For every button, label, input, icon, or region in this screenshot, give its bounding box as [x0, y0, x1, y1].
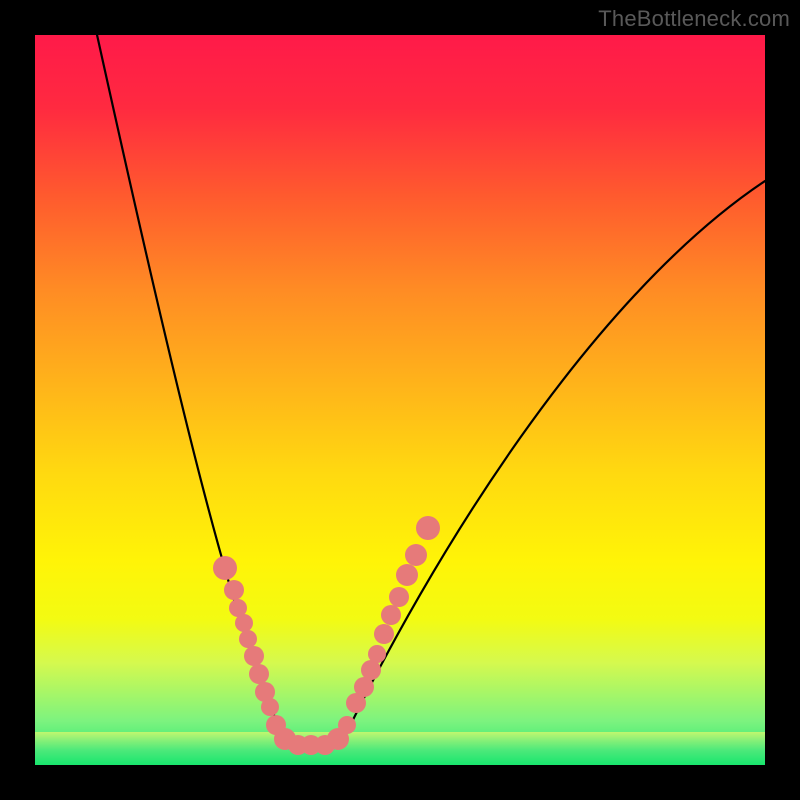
data-point-23 [396, 564, 418, 586]
data-point-6 [249, 664, 269, 684]
data-point-19 [368, 645, 386, 663]
data-point-8 [261, 698, 279, 716]
data-point-0 [213, 556, 237, 580]
plot-area [35, 35, 765, 765]
watermark-text: TheBottleneck.com [598, 6, 790, 32]
marker-layer [35, 35, 765, 765]
data-point-18 [361, 660, 381, 680]
data-point-24 [405, 544, 427, 566]
data-point-25 [416, 516, 440, 540]
data-point-1 [224, 580, 244, 600]
data-point-21 [381, 605, 401, 625]
data-point-15 [338, 716, 356, 734]
data-point-5 [244, 646, 264, 666]
data-point-22 [389, 587, 409, 607]
data-point-20 [374, 624, 394, 644]
